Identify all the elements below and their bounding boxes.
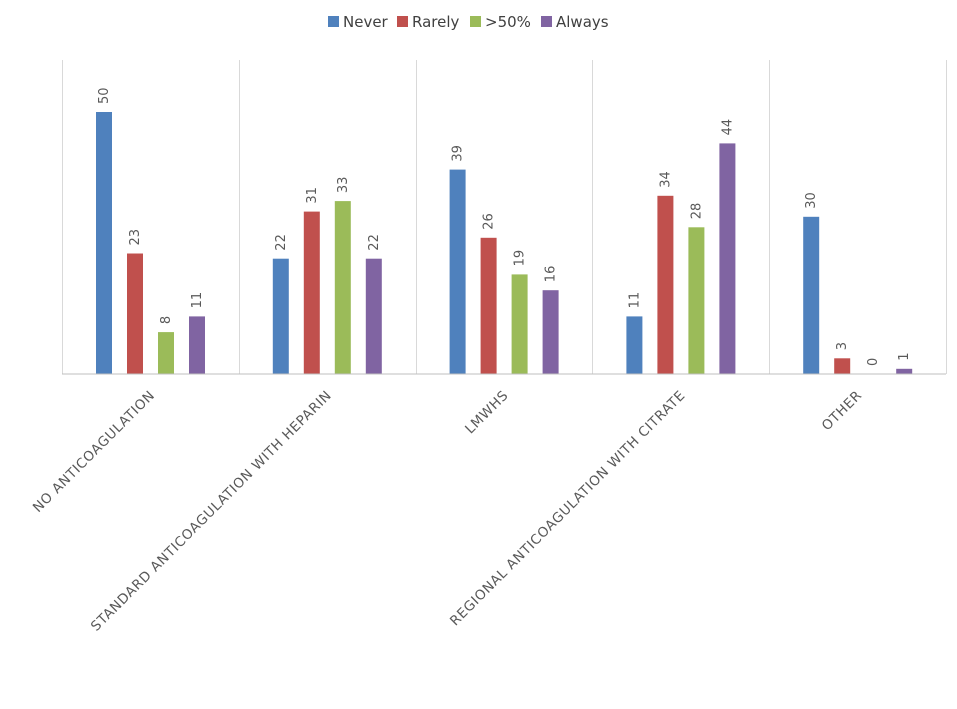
bar-rarely-no-anticoagulation (127, 253, 143, 374)
legend-label: Always (556, 13, 609, 31)
data-label: 1 (897, 353, 912, 361)
data-label: 11 (190, 292, 205, 309)
data-label: 50 (97, 87, 112, 104)
legend-swatch (397, 16, 408, 27)
bar-over-50-percent-no-anticoagulation (158, 332, 174, 374)
data-label: 23 (128, 229, 143, 246)
data-label: 0 (866, 358, 881, 366)
category-label-no-anticoagulation: NO ANTICOAGULATION (30, 388, 158, 516)
bar-never-lmwhs (449, 169, 466, 374)
bar-always-lmwhs (542, 290, 559, 374)
bar-always-regional-anticoagulation-with-citrate (719, 143, 736, 374)
data-label: 28 (689, 203, 704, 220)
bar-rarely-other (834, 358, 851, 374)
data-label: 8 (159, 316, 174, 324)
legend-swatch (541, 16, 552, 27)
data-label: 22 (274, 234, 289, 251)
bar-over-50-percent-standard-anticoagulation-with-heparin (334, 201, 351, 374)
data-label: 34 (658, 171, 673, 188)
bar-rarely-standard-anticoagulation-with-heparin (303, 211, 320, 374)
data-label: 11 (627, 292, 642, 309)
data-label: 3 (835, 342, 850, 350)
legend-label: >50% (485, 13, 531, 31)
bar-always-other (896, 368, 913, 374)
bar-never-standard-anticoagulation-with-heparin (272, 258, 289, 374)
data-label: 19 (513, 250, 528, 267)
legend-item-50: >50% (470, 13, 531, 31)
data-label: 44 (720, 119, 735, 136)
category-label-other: OTHER (819, 388, 866, 435)
bars (96, 112, 913, 374)
bar-never-regional-anticoagulation-with-citrate (626, 316, 643, 374)
bar-never-no-anticoagulation (96, 112, 112, 374)
bar-always-no-anticoagulation (189, 316, 205, 374)
legend-label: Never (343, 13, 389, 31)
bar-always-standard-anticoagulation-with-heparin (365, 258, 382, 374)
legend: Never Rarely >50% Always (328, 13, 609, 31)
category-label-lmwhs: LMWHS (462, 388, 512, 438)
bar-rarely-regional-anticoagulation-with-citrate (657, 195, 674, 374)
data-label: 26 (482, 213, 497, 230)
data-label: 30 (804, 192, 819, 209)
bar-rarely-lmwhs (480, 237, 497, 374)
bar-over-50-percent-lmwhs (511, 274, 528, 374)
data-label: 22 (367, 234, 382, 251)
legend-item-rarely: Rarely (397, 13, 460, 31)
data-label: 31 (305, 187, 320, 204)
category-separators (62, 60, 947, 374)
data-label: 39 (451, 145, 466, 162)
bar-over-50-percent-regional-anticoagulation-with-citrate (688, 227, 705, 374)
legend-item-always: Always (541, 13, 609, 31)
legend-item-never: Never (328, 13, 389, 31)
legend-swatch (470, 16, 481, 27)
data-label: 16 (544, 266, 559, 283)
bar-never-other (803, 216, 820, 374)
legend-label: Rarely (412, 13, 460, 31)
legend-swatch (328, 16, 339, 27)
data-label: 33 (336, 177, 351, 194)
